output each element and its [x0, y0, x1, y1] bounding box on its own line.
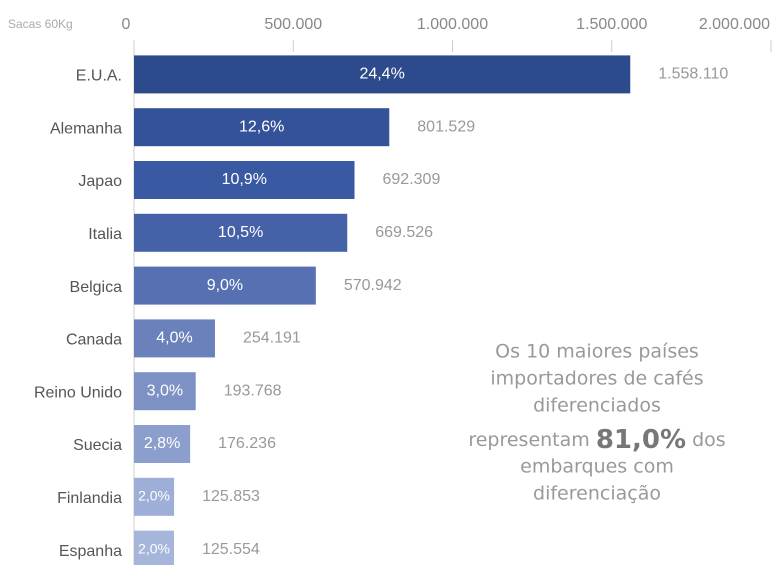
annotation-line: representam 81,0% dos — [468, 425, 725, 455]
bar — [134, 425, 191, 463]
y-tick-label: Belgica — [70, 279, 123, 296]
share-label: 10,9% — [222, 171, 267, 188]
share-label: 10,5% — [218, 224, 263, 241]
axis-label: Sacas 60Kg — [8, 17, 73, 31]
y-tick-label: Reino Unido — [34, 384, 122, 401]
value-label: 1.558.110 — [658, 66, 728, 83]
y-tick-label: Italia — [88, 226, 122, 243]
bar — [134, 319, 215, 358]
bar — [134, 108, 390, 147]
x-tick-label: 0 — [122, 16, 131, 33]
value-label: 193.768 — [224, 382, 282, 399]
y-tick-label: Canada — [66, 332, 122, 349]
annotation-line: diferenciados — [533, 395, 661, 417]
bar — [134, 213, 348, 252]
value-label: 254.191 — [243, 330, 301, 347]
bar — [134, 266, 316, 305]
x-tick-label: 1.000.000 — [417, 16, 488, 33]
value-label: 801.529 — [417, 118, 475, 135]
bar — [134, 55, 631, 94]
annotation-line: Os 10 maiores países — [495, 341, 699, 363]
share-label: 4,0% — [156, 330, 192, 347]
share-label: 2,0% — [138, 488, 170, 504]
y-tick-label: Suecia — [73, 437, 122, 454]
value-label: 176.236 — [218, 435, 276, 452]
annotation-line: importadores de cafés — [490, 368, 703, 390]
y-tick-label: Finlandia — [57, 490, 122, 507]
bar — [134, 477, 175, 516]
annotation-line: diferenciação — [533, 483, 661, 505]
annotation-text: dos — [692, 429, 726, 451]
bar — [134, 372, 196, 411]
share-label: 2,8% — [144, 435, 180, 452]
share-label: 12,6% — [239, 118, 284, 135]
y-tick-label: Japao — [78, 173, 122, 190]
value-label: 125.554 — [202, 541, 260, 558]
x-tick-label: 2.000.000 — [699, 16, 770, 33]
annotation-text: representam — [468, 429, 589, 451]
x-tick-label: 500.000 — [264, 16, 322, 33]
bar — [134, 530, 174, 565]
share-label: 2,0% — [138, 540, 170, 556]
share-label: 9,0% — [207, 277, 243, 294]
value-label: 125.853 — [202, 488, 260, 505]
value-label: 570.942 — [344, 277, 402, 294]
y-tick-label: Espanha — [59, 543, 122, 560]
value-label: 692.309 — [383, 171, 441, 188]
value-label: 669.526 — [375, 224, 433, 241]
share-label: 3,0% — [147, 382, 183, 399]
y-tick-label: Alemanha — [50, 120, 122, 137]
bar — [134, 161, 355, 199]
y-tick-label: E.U.A. — [76, 68, 122, 85]
share-label: 24,4% — [359, 66, 404, 83]
annotation-line: embarques com — [520, 456, 674, 478]
x-tick-label: 1.500.000 — [576, 16, 647, 33]
annotation-highlight: 81,0% — [596, 425, 686, 455]
